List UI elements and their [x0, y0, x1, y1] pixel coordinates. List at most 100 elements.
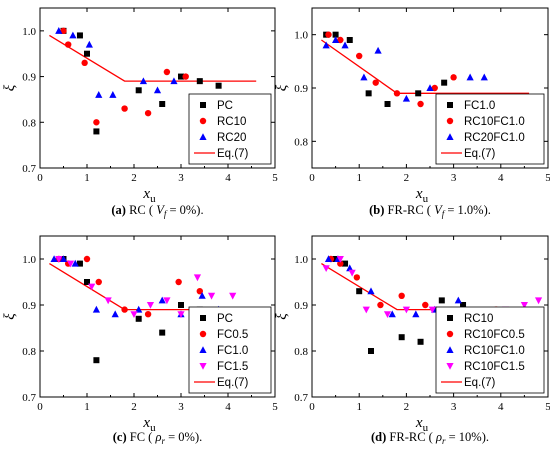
x-tick-label: 3	[178, 172, 184, 184]
legend-label: Eq.(7)	[464, 148, 495, 160]
data-point	[85, 40, 93, 48]
x-tick-label: 0	[37, 172, 43, 184]
caption-var: ρ	[433, 430, 442, 444]
y-axis-label: ξ	[274, 313, 290, 320]
y-axis-label: ξ	[2, 84, 18, 91]
data-point	[163, 68, 171, 76]
y-tick-label: 0.7	[294, 392, 308, 404]
x-tick-label: 1	[356, 401, 362, 413]
x-tick-label: 4	[498, 172, 504, 184]
data-point	[466, 73, 474, 81]
y-tick-label: 0.7	[22, 392, 36, 404]
legend-marker	[446, 330, 454, 338]
caption-text: FC (	[127, 430, 153, 444]
legend-marker	[446, 117, 454, 125]
x-axis-label-subscript: u	[150, 193, 156, 205]
data-point	[368, 348, 374, 354]
legend-marker	[447, 315, 453, 321]
data-point	[322, 265, 330, 272]
caption-text: FR-RC (	[386, 430, 433, 444]
y-tick-label: 0.8	[22, 346, 36, 358]
data-point	[362, 306, 370, 314]
data-point	[135, 315, 142, 322]
data-point	[384, 101, 391, 107]
data-point	[431, 84, 438, 92]
eq-line	[49, 34, 257, 82]
y-tick-label: 1.0	[294, 30, 308, 42]
x-tick-label: 1	[84, 172, 90, 184]
data-point	[372, 79, 379, 86]
data-point	[76, 32, 83, 39]
data-point	[454, 296, 462, 304]
legend-marker	[199, 133, 207, 140]
panel-caption: (c) FC ( ρr = 0%).	[113, 430, 202, 446]
data-point	[383, 311, 392, 318]
data-point	[158, 296, 166, 304]
data-point	[92, 305, 100, 313]
legend-box	[435, 93, 545, 165]
caption-tail: = 0%).	[165, 430, 202, 444]
data-point	[336, 256, 344, 263]
x-tick-label: 1	[356, 172, 362, 184]
data-point	[93, 357, 100, 364]
x-tick-label: 3	[451, 401, 457, 413]
data-point	[84, 50, 90, 57]
legend-label: PC	[217, 313, 233, 325]
data-point	[480, 73, 488, 81]
legend: PC RC10 RC20 Eq.(7)	[188, 93, 272, 165]
data-point	[65, 41, 72, 48]
y-tick-label: 0.8	[22, 117, 36, 129]
legend-marker	[446, 346, 454, 353]
data-point	[88, 283, 96, 291]
data-point	[341, 41, 349, 49]
data-point	[415, 90, 422, 97]
legend-label: FC1.0	[217, 345, 248, 357]
legend-label: RC10FC0.5	[464, 329, 525, 341]
data-point	[146, 302, 155, 309]
data-point	[139, 77, 147, 85]
x-tick-label: 5	[272, 401, 278, 413]
caption-var-sub: r	[161, 436, 165, 446]
legend-label: Eq.(7)	[217, 377, 248, 389]
data-point	[153, 86, 162, 94]
legend: PC FC0.5 FC1.0 FC1.5 Eq.(7)	[188, 306, 272, 394]
data-point	[104, 297, 112, 305]
y-tick-label: 0.9	[22, 72, 36, 84]
x-tick-label: 4	[225, 401, 231, 413]
data-point	[55, 27, 63, 34]
legend: FC1.0 RC10FC1.0 RC20FC1.0 Eq.(7)	[435, 93, 545, 165]
panel-caption: (b) FR-RC ( Vf = 1.0%).	[369, 203, 491, 219]
data-point	[402, 306, 410, 314]
caption-text: RC (	[126, 203, 153, 217]
caption-var-sub: r	[442, 436, 446, 446]
data-point	[182, 73, 189, 80]
data-point	[441, 79, 448, 86]
data-point	[337, 36, 344, 44]
data-point	[84, 279, 90, 285]
data-point	[353, 274, 361, 281]
x-tick-label: 5	[545, 172, 550, 184]
legend-label: Eq.(7)	[464, 377, 495, 389]
y-tick-label: 0.8	[294, 136, 308, 148]
legend-marker	[200, 102, 206, 108]
legend-marker	[200, 315, 206, 321]
data-point	[417, 100, 424, 108]
data-point	[356, 52, 363, 60]
data-point	[135, 305, 143, 313]
data-point	[71, 259, 79, 267]
y-tick-label: 0.8	[294, 346, 308, 358]
data-point	[144, 109, 152, 117]
data-point	[324, 255, 333, 262]
x-tick-label: 0	[309, 172, 315, 184]
data-point	[438, 297, 445, 304]
data-point	[95, 91, 103, 98]
data-point	[93, 128, 100, 135]
x-tick-label: 5	[545, 401, 550, 413]
data-point	[346, 264, 354, 272]
x-axis-label-subscript: u	[423, 422, 429, 434]
data-point	[417, 338, 424, 345]
data-point	[83, 255, 91, 263]
data-point	[398, 334, 405, 341]
legend-label: FC0.5	[217, 329, 248, 341]
